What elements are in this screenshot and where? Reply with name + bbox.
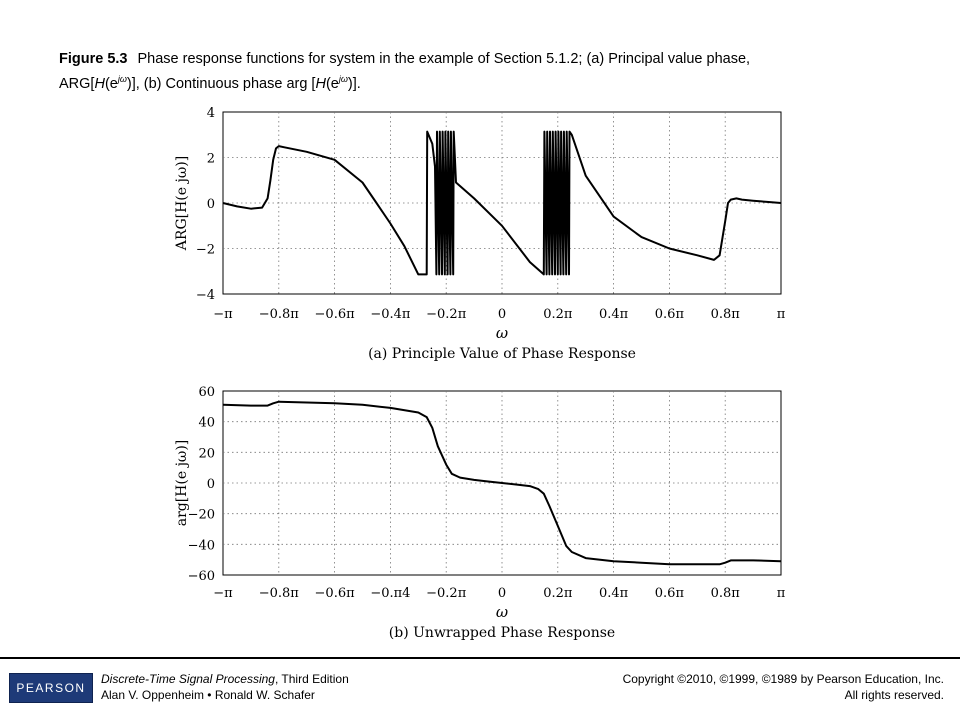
x-tick-label: 0	[498, 307, 506, 322]
y-tick-label: 4	[207, 106, 215, 121]
y-tick-label: −2	[196, 243, 215, 258]
chart-principal-value: −π −0.8π −0.6π −0.4π −0.2π 0 0.2π 0.4π 0.6π 0.8π π…	[174, 106, 786, 362]
x-tick-label: −π	[213, 586, 233, 601]
pearson-logo: PEARSON	[9, 673, 93, 703]
phase-curve	[222, 400, 782, 566]
figure-label: Figure 5.3	[59, 51, 128, 67]
x-tick-label: π	[777, 586, 786, 601]
x-tick-label: 0.6π	[655, 307, 685, 322]
book-credit: Discrete-Time Signal Processing, Third E…	[101, 671, 349, 703]
x-tick-label: 0.8π	[711, 307, 741, 322]
y-tick-label: 0	[207, 477, 215, 492]
caption-sup: jω	[117, 74, 127, 84]
x-tick-label: −0.8π	[259, 307, 300, 322]
figure-caption: Figure 5.3 Phase response functions for s…	[59, 49, 879, 94]
x-axis-label: ω	[496, 603, 508, 621]
y-tick-label: −4	[196, 288, 215, 303]
x-tick-label: 0.6π	[655, 586, 685, 601]
y-tick-label: −60	[188, 569, 215, 584]
book-title: Discrete-Time Signal Processing	[101, 672, 275, 686]
x-tick-label: −0.2π	[426, 307, 467, 322]
x-tick-label: −0.8π	[259, 586, 300, 601]
chart-title: (a) Principle Value of Phase Response	[368, 346, 636, 362]
caption-line-1: Figure 5.3 Phase response functions for s…	[59, 49, 879, 69]
x-tick-label: 0	[498, 586, 506, 601]
chart-title: (b) Unwrapped Phase Response	[389, 625, 615, 641]
y-tick-label: 40	[198, 416, 215, 431]
footer-divider	[0, 657, 960, 659]
book-authors: Alan V. Oppenheim • Ronald W. Schafer	[101, 688, 315, 702]
book-title-line: Discrete-Time Signal Processing, Third E…	[101, 671, 349, 687]
y-tick-label: −40	[188, 538, 215, 553]
x-tick-label: 0.4π	[599, 586, 629, 601]
x-tick-label: 0.4π	[599, 307, 629, 322]
caption-e: (e	[104, 76, 118, 92]
caption-text-1: Phase response functions for system in t…	[137, 51, 751, 67]
y-tick-label: −20	[188, 508, 215, 523]
caption-arg-pre: ARG[	[59, 76, 95, 92]
y-axis-label: arg[H(e jω)]	[174, 440, 190, 527]
caption-end: )].	[347, 76, 361, 92]
x-axis-label: ω	[496, 324, 508, 342]
x-tick-label: −0.6π	[315, 586, 356, 601]
chart-unwrapped: −π −0.8π −0.6π −0.π4 −0.2π 0 0.2π 0.4π 0.6π 0.8π π…	[174, 385, 786, 641]
x-tick-label: −0.π4	[370, 586, 410, 601]
x-tick-label: −0.6π	[315, 307, 356, 322]
phase-response-plots: −π −0.8π −0.6π −0.4π −0.2π 0 0.2π 0.4π 0.6π 0.8π π…	[174, 106, 786, 641]
x-tick-label: π	[777, 307, 786, 322]
y-tick-label: 2	[207, 152, 215, 167]
y-tick-label: 20	[198, 446, 215, 461]
copyright-line: Copyright ©2010, ©1999, ©1989 by Pearson…	[622, 672, 944, 686]
caption-mid: )], (b) Continuous phase arg [	[126, 76, 316, 92]
caption-sup2: jω	[338, 74, 348, 84]
rights-line: All rights reserved.	[844, 688, 944, 702]
book-edition: , Third Edition	[274, 672, 349, 686]
y-tick-label: 0	[207, 197, 215, 212]
x-tick-label: −0.4π	[370, 307, 411, 322]
x-tick-label: 0.2π	[543, 307, 573, 322]
logo-text: PEARSON	[16, 681, 86, 695]
x-tick-label: 0.2π	[543, 586, 573, 601]
caption-line-2: ARG[H(ejω)], (b) Continuous phase arg [H…	[59, 69, 879, 94]
phase-curve	[222, 130, 782, 276]
caption-h2: H	[315, 76, 326, 92]
x-tick-label: −0.2π	[426, 586, 467, 601]
caption-h: H	[94, 76, 105, 92]
caption-e2: (e	[325, 76, 339, 92]
copyright-notice: Copyright ©2010, ©1999, ©1989 by Pearson…	[623, 671, 944, 703]
y-axis-label: ARG[H(e jω)]	[174, 156, 190, 251]
x-tick-label: 0.8π	[711, 586, 741, 601]
y-tick-label: 60	[198, 385, 215, 400]
x-tick-label: −π	[213, 307, 233, 322]
